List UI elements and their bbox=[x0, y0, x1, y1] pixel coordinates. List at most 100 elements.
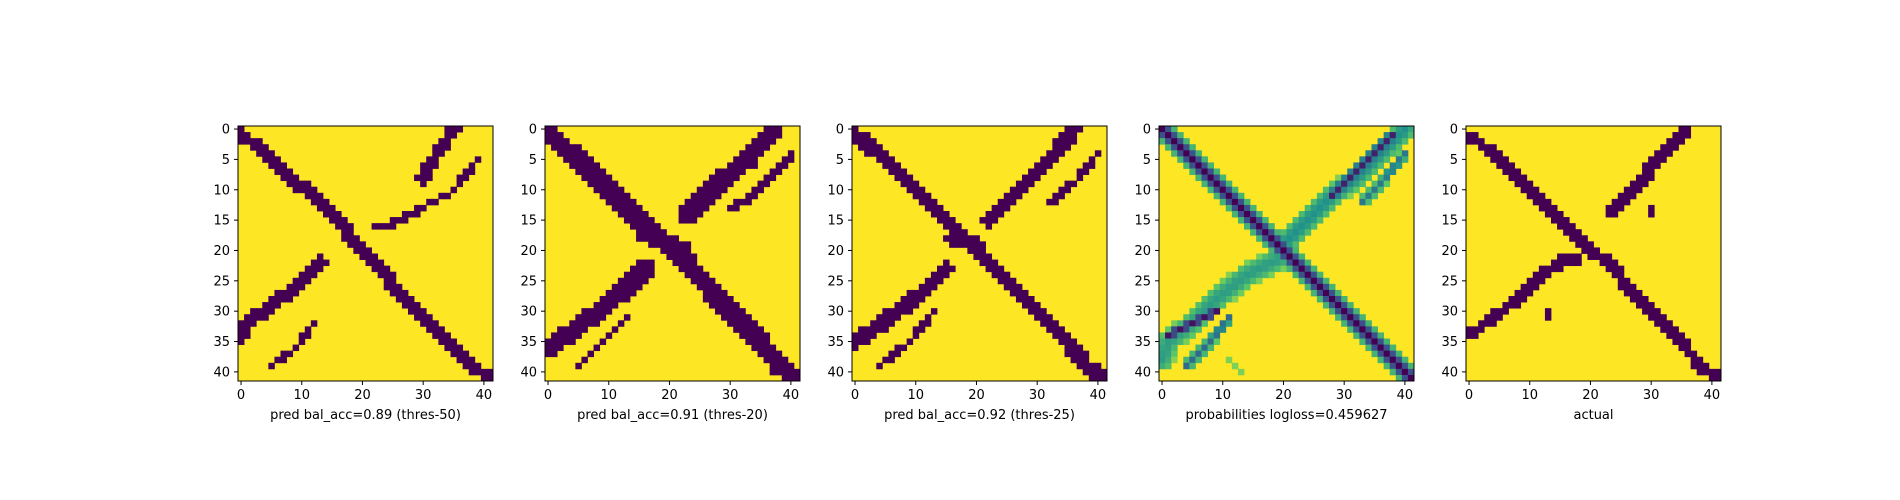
heatmap-cell bbox=[745, 192, 752, 200]
heatmap-cell bbox=[1648, 211, 1655, 218]
heatmap-cell bbox=[1298, 217, 1306, 224]
heatmap-cell bbox=[924, 289, 932, 297]
heatmap-cell bbox=[1581, 241, 1588, 248]
heatmap-cell bbox=[1660, 144, 1667, 151]
heatmap-cell bbox=[1250, 223, 1257, 230]
heatmap-cell bbox=[876, 320, 883, 327]
heatmap-cell bbox=[1219, 174, 1227, 182]
heatmap-cell bbox=[715, 186, 722, 194]
heatmap-cell bbox=[1353, 314, 1360, 321]
heatmap-cell bbox=[1274, 235, 1281, 242]
heatmap-cell bbox=[1371, 326, 1378, 333]
heatmap-cell bbox=[450, 350, 457, 358]
heatmap-cell bbox=[569, 332, 576, 339]
heatmap-cell bbox=[1183, 362, 1190, 370]
heatmap-cell bbox=[1040, 320, 1047, 327]
heatmap-cell bbox=[1231, 198, 1239, 206]
heatmap-cell bbox=[894, 350, 901, 358]
heatmap-cell bbox=[943, 211, 950, 218]
heatmap-cell bbox=[727, 168, 734, 175]
heatmap-cell bbox=[1389, 356, 1397, 364]
heatmap-cell bbox=[268, 156, 275, 163]
heatmap-cell bbox=[1076, 168, 1084, 175]
heatmap-cell bbox=[1708, 374, 1716, 382]
heatmap-cell bbox=[474, 368, 482, 376]
heatmap-cell bbox=[636, 259, 643, 267]
heatmap-cell bbox=[733, 320, 740, 327]
heatmap-cell bbox=[751, 138, 758, 145]
heatmap-cell bbox=[739, 320, 746, 327]
heatmap-cell bbox=[775, 132, 783, 139]
heatmap-cell bbox=[745, 198, 752, 206]
heatmap-cell bbox=[1371, 186, 1378, 194]
heatmap-cell bbox=[1165, 132, 1172, 139]
heatmap-cell bbox=[702, 289, 710, 297]
heatmap-cell bbox=[1389, 168, 1397, 175]
heatmap-cell bbox=[1389, 362, 1397, 370]
heatmap-cell bbox=[943, 271, 950, 279]
heatmap-cell bbox=[997, 204, 1005, 212]
heatmap-cell bbox=[1046, 314, 1053, 321]
heatmap-cell bbox=[1359, 326, 1366, 333]
heatmap-cell bbox=[1544, 308, 1552, 315]
heatmap-cell bbox=[882, 156, 889, 163]
heatmap-cell bbox=[304, 265, 312, 273]
heatmap-cell bbox=[395, 289, 403, 297]
heatmap-cell bbox=[450, 126, 457, 133]
heatmap-cell bbox=[1256, 265, 1263, 273]
heatmap-cell bbox=[1383, 180, 1391, 188]
heatmap-cell bbox=[1058, 144, 1065, 151]
heatmap-cell bbox=[787, 374, 795, 382]
heatmap-cell bbox=[274, 162, 281, 169]
heatmap-cell bbox=[1237, 192, 1245, 200]
heatmap-cell bbox=[684, 259, 692, 267]
heatmap-cell bbox=[894, 344, 901, 352]
heatmap-cell bbox=[238, 138, 245, 145]
heatmap-cell bbox=[611, 186, 619, 194]
heatmap-cell bbox=[1292, 259, 1300, 267]
heatmap-cell bbox=[1389, 350, 1397, 358]
heatmap-cell bbox=[1660, 156, 1667, 163]
heatmap-cell bbox=[733, 156, 740, 163]
heatmap-cell bbox=[1490, 150, 1497, 157]
heatmap-cell bbox=[1611, 211, 1619, 218]
heatmap-cell bbox=[1022, 180, 1029, 188]
heatmap-cell bbox=[906, 180, 914, 188]
heatmap-cell bbox=[1195, 326, 1202, 333]
heatmap-cell bbox=[450, 344, 457, 352]
heatmap-cell bbox=[1015, 186, 1023, 194]
heatmap-cell bbox=[727, 296, 734, 303]
heatmap-cell bbox=[1353, 174, 1360, 182]
heatmap-cell bbox=[244, 132, 251, 139]
heatmap-cell bbox=[575, 314, 582, 321]
heatmap-cell bbox=[1371, 168, 1378, 175]
heatmap-cell bbox=[1201, 168, 1208, 175]
heatmap-cell bbox=[781, 374, 789, 382]
heatmap-cell bbox=[1070, 180, 1078, 188]
y-tick-label: 25 bbox=[1441, 274, 1458, 289]
heatmap-cell bbox=[1353, 320, 1360, 327]
heatmap-cell bbox=[1502, 302, 1509, 309]
heatmap-cell bbox=[250, 314, 257, 321]
y-tick-label: 30 bbox=[520, 305, 537, 320]
heatmap-cell bbox=[1304, 204, 1312, 212]
heatmap-cell bbox=[1231, 362, 1239, 370]
heatmap-cell bbox=[286, 283, 294, 291]
heatmap-cell bbox=[1520, 180, 1528, 188]
heatmap-cell bbox=[262, 150, 269, 157]
heatmap-cell bbox=[1696, 368, 1704, 376]
heatmap-cell bbox=[1395, 356, 1403, 364]
heatmap-cell bbox=[468, 362, 476, 370]
heatmap-cell bbox=[557, 138, 564, 145]
heatmap-cell bbox=[864, 132, 871, 139]
heatmap-cell bbox=[961, 241, 968, 248]
heatmap-cell bbox=[545, 338, 552, 345]
heatmap-cell bbox=[551, 344, 558, 352]
heatmap-cell bbox=[450, 132, 457, 139]
heatmap-cell bbox=[1195, 162, 1202, 169]
heatmap-cell bbox=[739, 326, 746, 333]
heatmap-cell bbox=[924, 283, 932, 291]
heatmap-cell bbox=[353, 235, 360, 242]
heatmap-cell bbox=[304, 180, 312, 188]
heatmap-cell bbox=[593, 314, 601, 321]
